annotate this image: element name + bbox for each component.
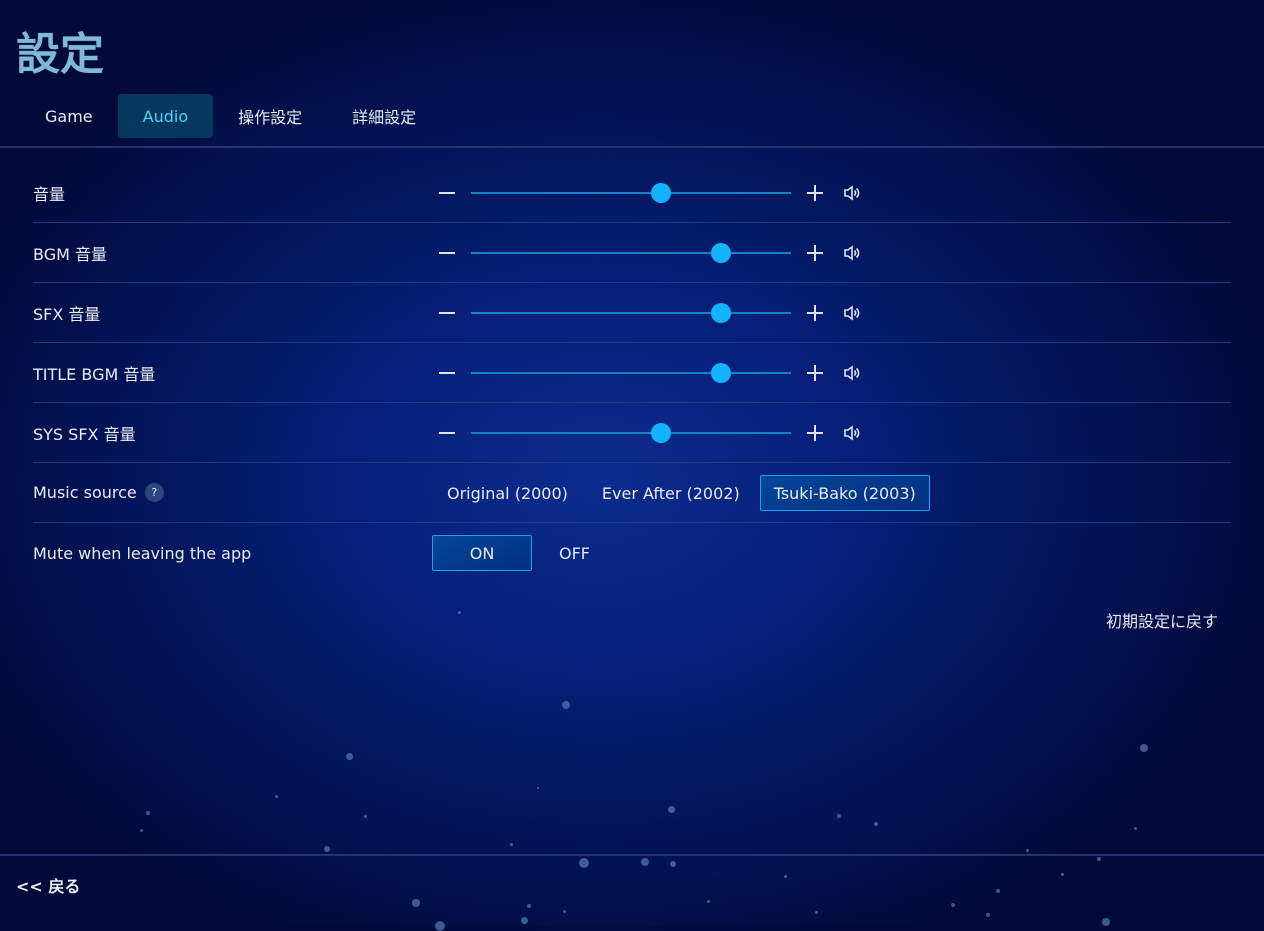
particle-decoration xyxy=(814,910,818,914)
speaker-icon[interactable] xyxy=(842,423,862,443)
volume-slider[interactable] xyxy=(471,423,791,443)
particle-decoration xyxy=(562,909,566,913)
volume-slider[interactable] xyxy=(471,243,791,263)
divider xyxy=(0,854,1264,856)
increase-button[interactable] xyxy=(806,364,824,382)
settings-list: 音量 BGM 音量 SFX 音量 TITLE BGM 音量 SYS SFX 音量… xyxy=(33,163,1231,583)
music-source-tsuki-bako[interactable]: Tsuki-Bako (2003) xyxy=(759,475,930,511)
help-icon[interactable]: ? xyxy=(144,483,164,502)
decrease-button[interactable] xyxy=(438,424,456,442)
particle-decoration xyxy=(951,903,955,907)
particle-decoration xyxy=(667,805,675,813)
music-source-ever-after[interactable]: Ever After (2002) xyxy=(601,483,740,503)
tab-game[interactable]: Game xyxy=(45,106,93,126)
setting-row-sfx-volume: SFX 音量 xyxy=(33,283,1231,343)
page-title: 設定 xyxy=(16,29,104,80)
particle-decoration xyxy=(986,913,990,917)
volume-label: TITLE BGM 音量 xyxy=(33,364,156,384)
volume-slider[interactable] xyxy=(471,303,791,323)
music-source-label: Music source xyxy=(33,483,137,502)
tab-controls[interactable]: 操作設定 xyxy=(238,108,303,127)
decrease-button[interactable] xyxy=(438,364,456,382)
setting-row-volume: 音量 xyxy=(33,163,1231,223)
particle-decoration xyxy=(874,822,878,826)
setting-row-mute: Mute when leaving the app ON OFF xyxy=(33,523,1231,583)
particle-decoration xyxy=(457,610,461,614)
particle-decoration xyxy=(562,701,570,709)
back-button[interactable]: << 戻る xyxy=(16,877,81,896)
particle-decoration xyxy=(537,787,539,789)
tab-bar: Game Audio 操作設定 詳細設定 xyxy=(20,94,441,138)
speaker-icon[interactable] xyxy=(842,303,862,323)
speaker-icon[interactable] xyxy=(842,243,862,263)
volume-label: SFX 音量 xyxy=(33,304,101,324)
setting-row-sys-sfx-volume: SYS SFX 音量 xyxy=(33,403,1231,463)
volume-slider[interactable] xyxy=(471,183,791,203)
particle-decoration xyxy=(274,794,278,798)
particle-decoration xyxy=(1060,872,1064,876)
particle-decoration xyxy=(1025,848,1029,852)
particle-decoration xyxy=(837,814,841,818)
particle-decoration xyxy=(139,828,143,832)
particle-decoration xyxy=(579,858,589,868)
particle-decoration xyxy=(1140,744,1148,752)
slider-thumb[interactable] xyxy=(711,303,731,323)
particle-decoration xyxy=(996,889,1000,893)
volume-label: SYS SFX 音量 xyxy=(33,424,136,444)
slider-thumb[interactable] xyxy=(651,423,671,443)
setting-row-music-source: Music source? Original (2000) Ever After… xyxy=(33,463,1231,523)
particle-decoration xyxy=(435,921,445,931)
particle-decoration xyxy=(783,874,787,878)
volume-label: BGM 音量 xyxy=(33,244,107,264)
mute-off-button[interactable]: OFF xyxy=(559,543,590,563)
particle-decoration xyxy=(1133,826,1137,830)
music-source-original[interactable]: Original (2000) xyxy=(447,483,568,503)
decrease-button[interactable] xyxy=(438,244,456,262)
slider-thumb[interactable] xyxy=(651,183,671,203)
setting-row-bgm-volume: BGM 音量 xyxy=(33,223,1231,283)
particle-decoration xyxy=(527,904,531,908)
particle-decoration xyxy=(670,861,676,867)
tab-audio[interactable]: Audio xyxy=(117,94,214,138)
speaker-icon[interactable] xyxy=(842,363,862,383)
decrease-button[interactable] xyxy=(438,304,456,322)
particle-decoration xyxy=(1102,918,1110,926)
decrease-button[interactable] xyxy=(438,184,456,202)
volume-slider[interactable] xyxy=(471,363,791,383)
particle-decoration xyxy=(345,752,353,760)
slider-thumb[interactable] xyxy=(711,363,731,383)
setting-row-title-bgm-volume: TITLE BGM 音量 xyxy=(33,343,1231,403)
particle-decoration xyxy=(706,899,710,903)
particle-decoration xyxy=(641,858,649,866)
particle-decoration xyxy=(520,916,528,924)
increase-button[interactable] xyxy=(806,244,824,262)
reset-defaults-button[interactable]: 初期設定に戻す xyxy=(1105,612,1218,631)
tab-advanced[interactable]: 詳細設定 xyxy=(352,108,417,127)
increase-button[interactable] xyxy=(806,424,824,442)
mute-label: Mute when leaving the app xyxy=(33,543,252,563)
particle-decoration xyxy=(412,899,420,907)
particle-decoration xyxy=(324,846,330,852)
particle-decoration xyxy=(146,811,150,815)
particle-decoration xyxy=(363,814,367,818)
particle-decoration xyxy=(509,842,513,846)
increase-button[interactable] xyxy=(806,304,824,322)
divider xyxy=(0,146,1264,148)
speaker-icon[interactable] xyxy=(842,183,862,203)
particle-decoration xyxy=(1097,857,1101,861)
increase-button[interactable] xyxy=(806,184,824,202)
mute-on-button[interactable]: ON xyxy=(432,535,532,571)
slider-thumb[interactable] xyxy=(711,243,731,263)
volume-label: 音量 xyxy=(33,184,66,204)
